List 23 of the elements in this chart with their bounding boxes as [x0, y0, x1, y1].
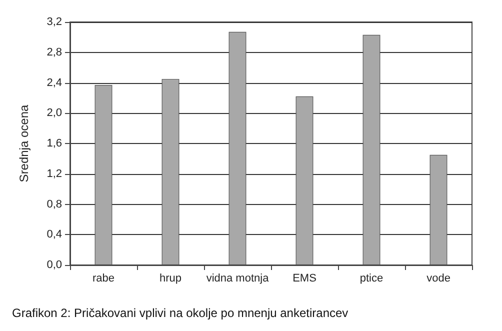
y-tick-label: 2,4: [46, 76, 62, 89]
bar: [362, 34, 380, 265]
y-tick-label: 3,2: [46, 16, 62, 28]
y-tick-label: 0,8: [46, 198, 62, 210]
bar: [94, 85, 112, 265]
y-tick-label: 2,0: [46, 107, 62, 120]
x-tick-label: vidna motnja: [206, 272, 270, 284]
x-tick-label: EMS: [292, 272, 316, 284]
bar: [430, 154, 448, 265]
bar: [162, 78, 180, 265]
y-tick-label: 0,4: [46, 228, 62, 241]
bar: [296, 96, 314, 265]
x-tick-label: rabe: [92, 272, 115, 284]
y-tick-label: 1,2: [46, 168, 62, 180]
y-axis-title: Srednja ocena: [17, 104, 31, 182]
x-tick-label: ptice: [360, 272, 384, 284]
x-tick-label: vode: [426, 272, 450, 284]
y-tick-label: 0,0: [46, 259, 62, 271]
x-tick-label: hrup: [159, 272, 182, 284]
y-tick-label: 2,8: [46, 46, 62, 58]
text: Grafikon 2: Pričakovani vplivi na okolje po mnenju anketirancev: [12, 306, 348, 320]
bar: [228, 32, 246, 265]
y-tick-label: 1,6: [46, 138, 62, 150]
